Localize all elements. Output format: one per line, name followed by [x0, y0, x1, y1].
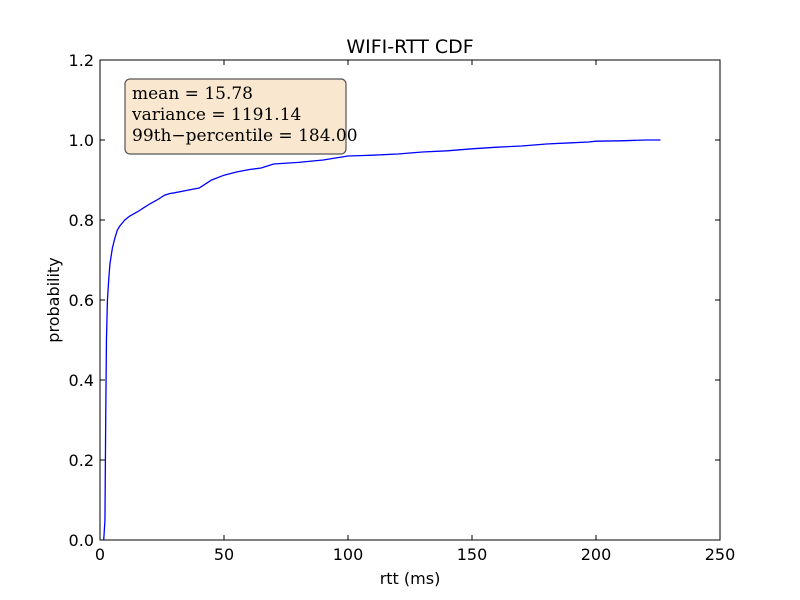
y-tick-label: 1.2 [69, 51, 94, 70]
y-tick-label: 0.0 [69, 531, 94, 550]
y-tick-label: 0.4 [69, 371, 94, 390]
x-tick-label: 150 [457, 545, 488, 564]
y-tick-label: 0.2 [69, 451, 94, 470]
x-tick-label: 100 [333, 545, 364, 564]
x-tick-label: 50 [214, 545, 234, 564]
x-axis-label: rtt (ms) [380, 569, 441, 588]
x-tick-label: 250 [705, 545, 736, 564]
stats-variance: variance = 1191.14 [131, 105, 301, 125]
stats-percentile: 99th−percentile = 184.00 [132, 126, 358, 146]
y-tick-label: 0.8 [69, 211, 94, 230]
stats-mean: mean = 15.78 [132, 84, 253, 104]
chart-title: WIFI-RTT CDF [346, 36, 473, 58]
cdf-line-series [103, 139, 661, 541]
y-tick-label: 1.0 [69, 131, 94, 150]
x-tick-label: 200 [581, 545, 612, 564]
stats-annotation-box [124, 78, 347, 155]
ticks-layer: 0 50 100 150 200 250 0.0 0.2 0.4 0.6 0.8 1.0 1.2 [69, 51, 736, 564]
stats-annotation: mean = 15.78 variance = 1191.14 99th−per… [124, 78, 358, 155]
y-tick-label: 0.6 [69, 291, 94, 310]
x-tick-label: 0 [95, 545, 105, 564]
y-axis-label: probability [44, 257, 63, 342]
